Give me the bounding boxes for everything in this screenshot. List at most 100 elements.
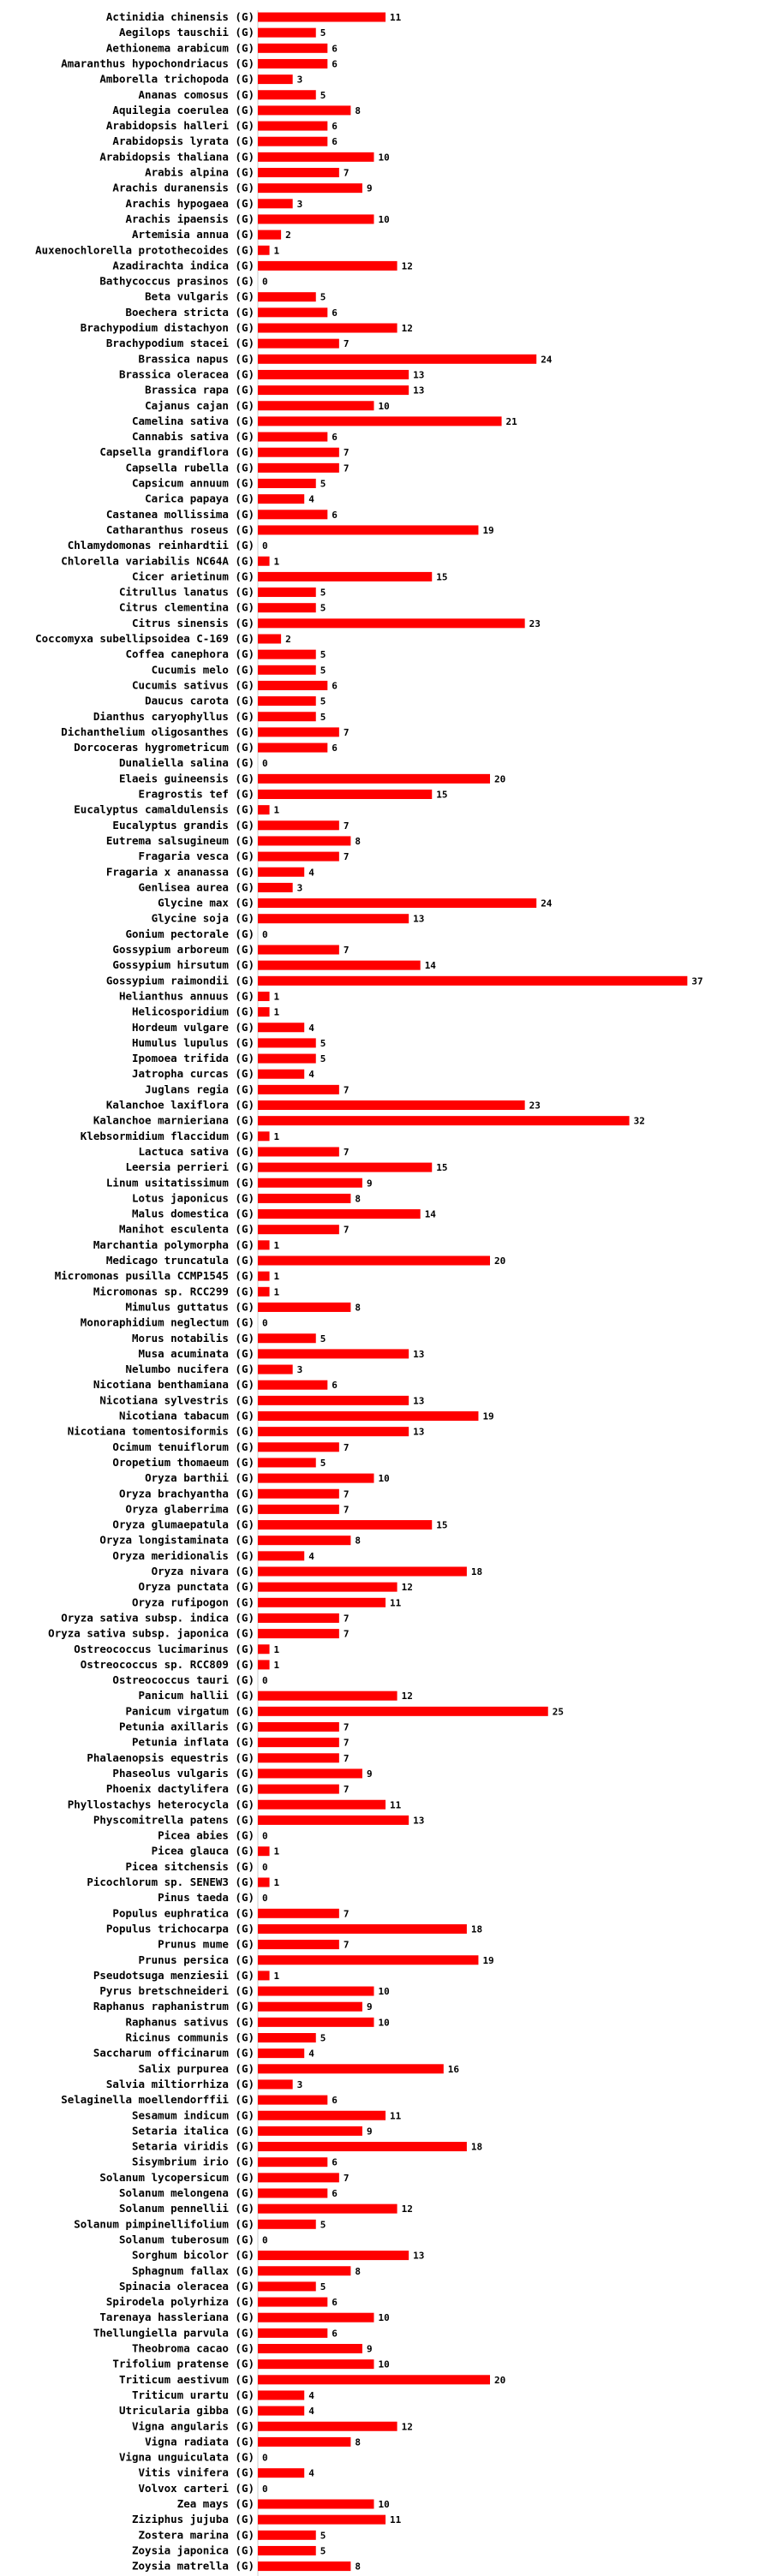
value-label: 1 <box>274 556 280 567</box>
category-label: Phyllostachys heterocycla (G) <box>68 1798 254 1810</box>
value-label: 6 <box>332 432 338 443</box>
category-label: Oryza nivara (G) <box>152 1565 254 1577</box>
value-label: 9 <box>367 2126 373 2137</box>
value-label: 7 <box>344 727 350 738</box>
category-label: Ananas comosus (G) <box>139 88 254 101</box>
bar <box>258 1395 409 1405</box>
category-label: Phoenix dactylifera (G) <box>106 1782 254 1795</box>
value-label: 25 <box>553 1706 564 1717</box>
value-label: 8 <box>355 1193 361 1204</box>
category-label: Trifolium pratense (G) <box>112 2358 254 2370</box>
value-label: 7 <box>344 1442 350 1453</box>
bar <box>258 1349 409 1359</box>
category-label: Ziziphus jujuba (G) <box>132 2513 254 2525</box>
value-label: 5 <box>320 2545 326 2556</box>
bar <box>258 1053 316 1064</box>
category-label: Arabidopsis thaliana (G) <box>99 150 254 163</box>
bar <box>258 1955 479 1965</box>
bar <box>258 2048 305 2059</box>
value-label: 5 <box>320 2281 326 2293</box>
bar <box>258 1100 525 1110</box>
category-label: Nicotiana benthamiana (G) <box>93 1378 254 1391</box>
category-label: Phaseolus vulgaris (G) <box>112 1767 254 1780</box>
value-label: 19 <box>482 1955 493 1966</box>
category-label: Fragaria x ananassa (G) <box>106 865 254 878</box>
value-label: 0 <box>262 1675 268 1686</box>
value-label: 19 <box>482 525 493 536</box>
bar <box>258 1815 409 1825</box>
bar <box>258 1520 433 1530</box>
value-label: 1 <box>274 1286 280 1297</box>
category-label: Micromonas pusilla CCMP1545 (G) <box>55 1269 254 1282</box>
value-label: 7 <box>344 338 350 349</box>
bar <box>258 1286 270 1297</box>
bar <box>258 1302 351 1312</box>
value-label: 6 <box>332 2297 338 2308</box>
bar <box>258 323 397 333</box>
category-label: Lotus japonicus (G) <box>132 1191 254 1204</box>
value-label: 6 <box>332 43 338 54</box>
bar <box>258 603 316 613</box>
bar <box>258 510 328 520</box>
category-label: Picea sitchensis (G) <box>125 1860 254 1873</box>
category-label: Marchantia polymorpha (G) <box>93 1238 254 1251</box>
category-label: Hordeum vulgare (G) <box>132 1021 254 1034</box>
value-label: 13 <box>413 1815 424 1826</box>
bar <box>258 2297 328 2307</box>
value-label: 5 <box>320 2033 326 2044</box>
bar <box>258 1488 339 1499</box>
value-label: 7 <box>344 1488 350 1500</box>
category-label: Nicotiana sylvestris (G) <box>99 1393 254 1406</box>
value-label: 0 <box>262 540 268 552</box>
category-label: Populus trichocarpa (G) <box>106 1922 254 1935</box>
value-label: 32 <box>634 1116 645 1127</box>
value-label: 4 <box>308 867 314 878</box>
bar <box>258 1225 339 1235</box>
category-label: Saccharum officinarum (G) <box>93 2047 254 2060</box>
category-label: Vitis vinifera (G) <box>139 2466 254 2479</box>
bar <box>258 1722 339 1732</box>
value-label: 7 <box>344 820 350 832</box>
value-label: 7 <box>344 851 350 862</box>
value-label: 4 <box>308 494 314 505</box>
category-label: Actinidia chinensis (G) <box>106 10 254 23</box>
value-label: 12 <box>402 2203 413 2215</box>
bar <box>258 914 409 924</box>
value-label: 8 <box>355 105 361 116</box>
value-label: 10 <box>379 214 390 225</box>
bar <box>258 1069 305 1079</box>
category-label: Pyrus bretschneideri (G) <box>99 1984 254 1997</box>
value-label: 10 <box>379 1986 390 1997</box>
value-label: 20 <box>494 773 505 784</box>
category-label: Lactuca sativa (G) <box>139 1145 254 1158</box>
category-label: Malus domestica (G) <box>132 1208 254 1220</box>
bar <box>258 1846 270 1857</box>
bar <box>258 199 293 209</box>
value-label: 0 <box>262 277 268 288</box>
category-label: Nelumbo nucifera (G) <box>125 1363 254 1375</box>
category-label: Selaginella moellendorffii (G) <box>61 2093 254 2106</box>
category-label: Arabidopsis lyrata (G) <box>112 134 254 147</box>
bar <box>258 742 328 753</box>
bar <box>258 338 339 349</box>
category-label: Elaeis guineensis (G) <box>119 772 254 784</box>
value-label: 10 <box>379 2359 390 2370</box>
category-label: Solanum lycopersicum (G) <box>99 2171 254 2184</box>
value-label: 7 <box>344 462 350 474</box>
category-label: Medicago truncatula (G) <box>106 1254 254 1267</box>
bar <box>258 618 525 629</box>
value-label: 5 <box>320 1053 326 1064</box>
bar <box>258 2157 328 2168</box>
value-label: 1 <box>274 245 280 256</box>
bar <box>258 898 537 909</box>
value-label: 18 <box>471 1923 482 1935</box>
value-label: 10 <box>379 2312 390 2323</box>
bar <box>258 2173 339 2183</box>
category-label: Juglans regia (G) <box>145 1082 254 1095</box>
value-label: 6 <box>332 2188 338 2199</box>
bar <box>258 58 328 69</box>
value-label: 18 <box>471 2142 482 2153</box>
category-label: Aethionema arabicum (G) <box>106 41 254 54</box>
category-label: Oryza rufipogon (G) <box>132 1595 254 1608</box>
category-label: Nicotiana tabacum (G) <box>119 1410 254 1422</box>
